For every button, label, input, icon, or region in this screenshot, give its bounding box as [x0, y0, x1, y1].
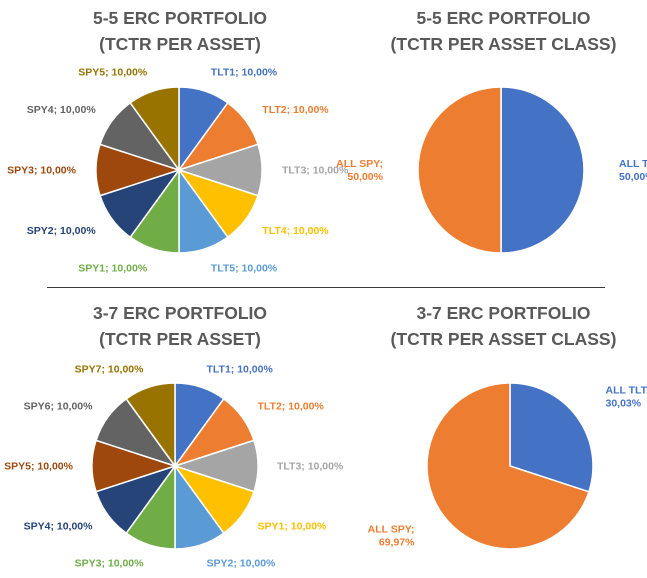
- data-label-tlt5: TLT5; 10,00%: [211, 263, 278, 275]
- chart-title-line-2: (TCTR PER ASSET): [99, 329, 261, 349]
- pie-svg: TLT1; 10,00% TLT2; 10,00% TLT3; 10,00% SPY1…: [4, 364, 344, 570]
- data-label-spy5: SPY5; 10,00%: [78, 67, 148, 79]
- data-label-spy2: SPY2; 10,00%: [207, 558, 277, 570]
- pie-slice-all-spy: [426, 382, 590, 550]
- chart-title-line-2: (TCTR PER ASSET CLASS): [390, 329, 617, 349]
- data-label-spy7: SPY7; 10,00%: [75, 364, 145, 376]
- data-label-tlt3: TLT3; 10,00%: [277, 461, 344, 473]
- chart-title-line-2: (TCTR PER ASSET): [99, 34, 261, 54]
- data-label-tlt4: TLT4; 10,00%: [262, 225, 329, 237]
- data-label-all-tlt: ALL TLT;50,00%: [619, 158, 647, 183]
- data-label-all-tlt: ALL TLT; 30,03%: [606, 385, 647, 410]
- chart-title-line-1: 3-7 ERC PORTFOLIO: [92, 303, 268, 323]
- data-label-spy4: SPY4; 10,00%: [27, 104, 97, 116]
- data-label-all-spy: ALL SPY; 50,00%: [336, 158, 384, 183]
- data-label-spy4: SPY4; 10,00%: [24, 521, 94, 533]
- data-label-tlt2: TLT2; 10,00%: [258, 401, 325, 413]
- pie-svg: TLT1; 10,00% TLT2; 10,00% TLT3; 10,00% TLT4…: [7, 67, 349, 275]
- data-label-spy3: SPY3; 10,00%: [75, 558, 145, 570]
- pie-slice-all-tlt: [509, 382, 594, 493]
- chart-title-line-1: 5-5 ERC PORTFOLIO: [416, 8, 591, 28]
- pie-chart-5-5-per-asset: 5-5 ERC PORTFOLIO (TCTR PER ASSET) TLT1;…: [0, 0, 360, 285]
- data-label-tlt2: TLT2; 10,00%: [262, 104, 329, 116]
- pie-slice-all-spy: [417, 86, 502, 254]
- data-label-spy1: SPY1; 10,00%: [78, 263, 148, 275]
- pie-svg: ALL TLT; 30,03% ALL SPY; 69,97%: [368, 382, 647, 550]
- chart-title-line-1: 3-7 ERC PORTFOLIO: [416, 303, 591, 323]
- data-label-spy1: SPY1; 10,00%: [258, 521, 328, 533]
- data-label-spy5: SPY5; 10,00%: [4, 461, 74, 473]
- data-label-tlt1: TLT1; 10,00%: [211, 67, 278, 79]
- pie-chart-3-7-per-asset-class: 3-7 ERC PORTFOLIO (TCTR PER ASSET CLASS)…: [360, 290, 647, 578]
- pie-slice-spy7: [125, 382, 176, 469]
- pie-chart-5-5-per-asset-class: 5-5 ERC PORTFOLIO (TCTR PER ASSET CLASS)…: [336, 0, 647, 285]
- pie-chart-3-7-per-asset: 3-7 ERC PORTFOLIO (TCTR PER ASSET) TLT1;…: [0, 290, 360, 578]
- chart-title-line-1: 5-5 ERC PORTFOLIO: [92, 8, 268, 28]
- data-label-tlt3: TLT3; 10,00%: [282, 165, 349, 177]
- data-label-spy2: SPY2; 10,00%: [27, 225, 97, 237]
- section-divider: [47, 287, 605, 288]
- pie-svg: ALL TLT;50,00% ALL SPY;50,00%: [336, 86, 647, 254]
- data-label-all-spy: ALL SPY; 69,97%: [368, 523, 416, 548]
- pie-slice-all-tlt: [500, 86, 585, 254]
- data-label-tlt1: TLT1; 10,00%: [207, 364, 274, 376]
- pie-slice-spy5: [129, 86, 180, 173]
- chart-title-line-2: (TCTR PER ASSET CLASS): [390, 34, 617, 54]
- data-label-spy6: SPY6; 10,00%: [24, 401, 94, 413]
- data-label-spy3: SPY3; 10,00%: [7, 165, 77, 177]
